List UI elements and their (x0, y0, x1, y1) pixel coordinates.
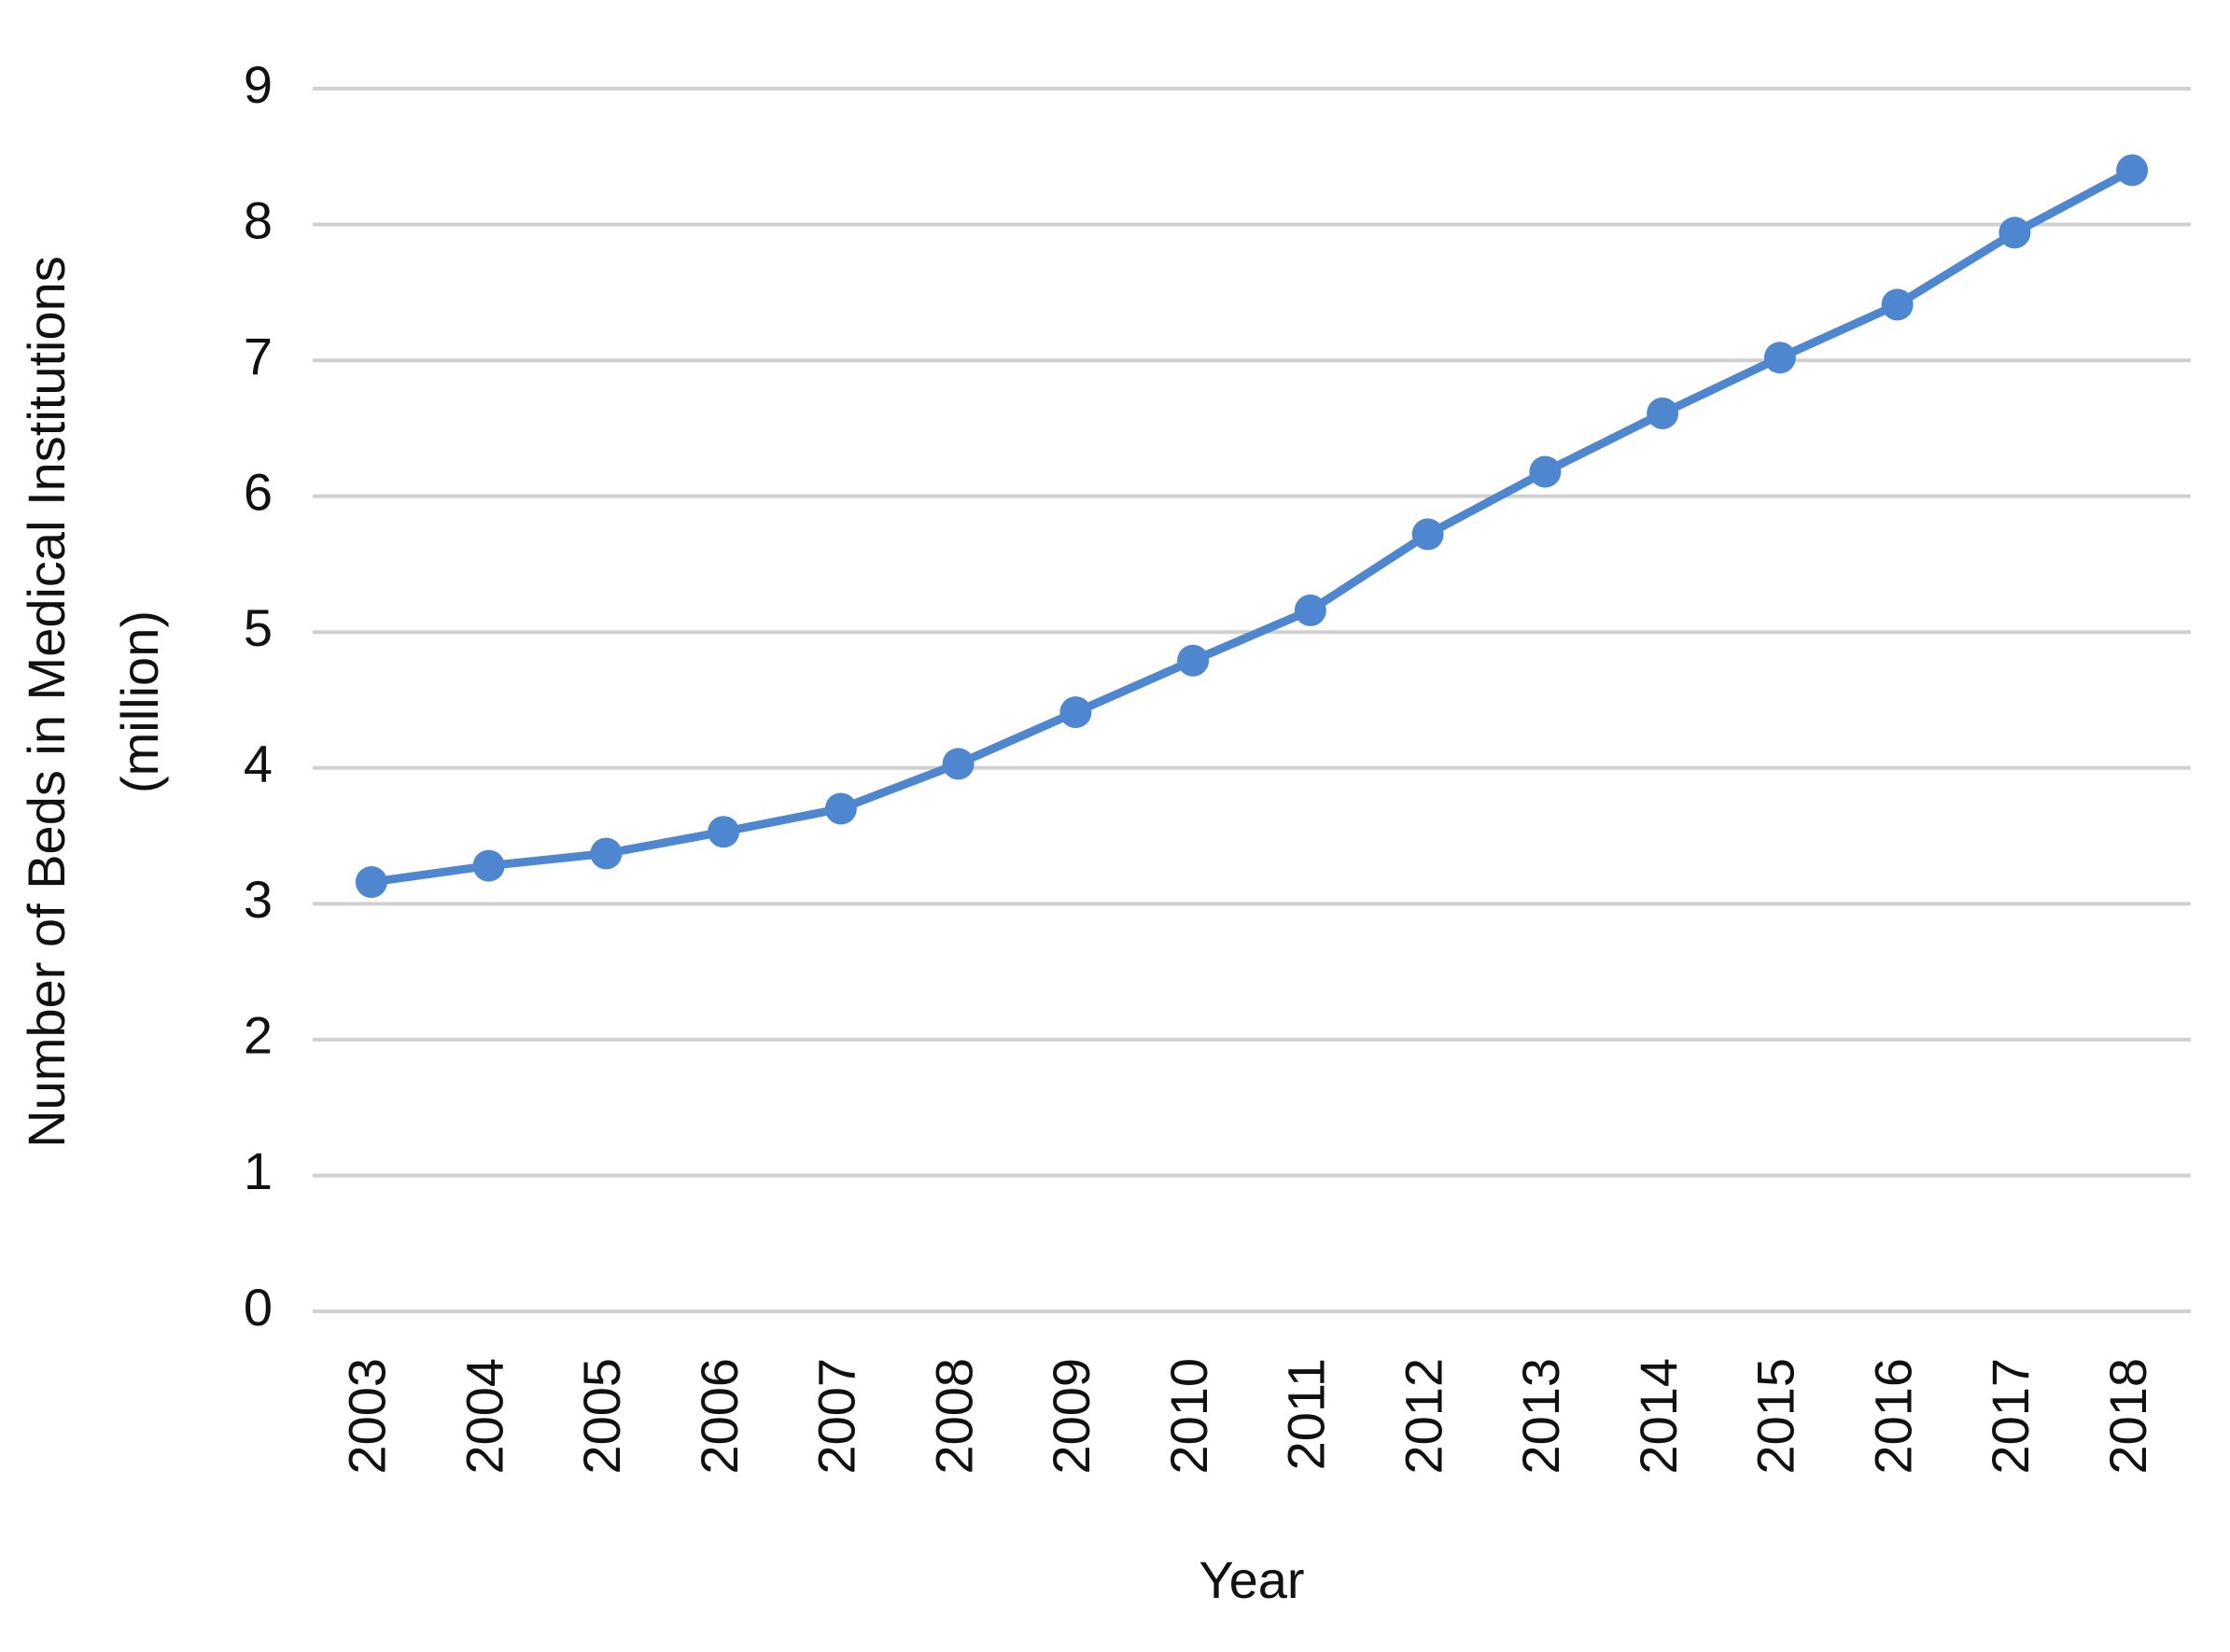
data-point (590, 837, 623, 870)
x-axis-label: Year (1199, 1550, 1304, 1609)
data-point (1294, 594, 1326, 626)
x-tick-label: 2008 (924, 1358, 983, 1475)
y-tick-label: 2 (244, 1006, 273, 1065)
data-point (1763, 342, 1796, 374)
data-point (1647, 397, 1679, 429)
data-point (1881, 288, 1914, 321)
y-tick-label: 6 (244, 462, 273, 521)
x-tick-label: 2006 (690, 1358, 749, 1475)
data-point (942, 748, 975, 780)
x-tick-label: 2015 (1746, 1358, 1805, 1475)
x-tick-label: 2007 (807, 1358, 866, 1475)
y-tick-label: 9 (244, 55, 273, 114)
y-tick-label: 7 (244, 327, 273, 385)
data-point (1529, 455, 1562, 488)
x-tick-label: 2009 (1042, 1358, 1101, 1475)
x-tick-label: 2012 (1394, 1358, 1452, 1475)
y-axis-label: (million) (110, 610, 169, 793)
data-point (355, 866, 387, 899)
x-tick-label: 2014 (1629, 1358, 1688, 1475)
x-tick-label: 2003 (338, 1358, 397, 1475)
x-tick-label: 2005 (572, 1358, 631, 1475)
data-point (472, 849, 505, 882)
data-point (1999, 217, 2031, 249)
y-tick-label: 5 (244, 598, 273, 657)
data-line (371, 166, 2135, 887)
x-tick-label: 2018 (2098, 1358, 2157, 1475)
y-tick-label: 3 (244, 870, 273, 929)
data-point (708, 816, 740, 848)
x-tick-label: 2016 (1863, 1358, 1922, 1475)
data-point (2116, 154, 2149, 187)
y-tick-label: 1 (244, 1141, 273, 1200)
data-point (1411, 518, 1444, 551)
x-tick-label: 2011 (1277, 1358, 1336, 1470)
data-point (824, 792, 857, 825)
x-tick-label: 2004 (455, 1358, 513, 1475)
data-point (1059, 696, 1092, 729)
y-axis-label: Number of Beds in Medical Institutions (17, 256, 76, 1148)
x-tick-label: 2010 (1159, 1358, 1218, 1475)
data-point (1177, 644, 1210, 677)
x-tick-label: 2013 (1511, 1358, 1570, 1475)
y-tick-label: 4 (244, 735, 273, 793)
x-tick-label: 2017 (1981, 1358, 2040, 1475)
y-tick-label: 8 (244, 190, 273, 249)
y-tick-label: 0 (244, 1278, 273, 1337)
